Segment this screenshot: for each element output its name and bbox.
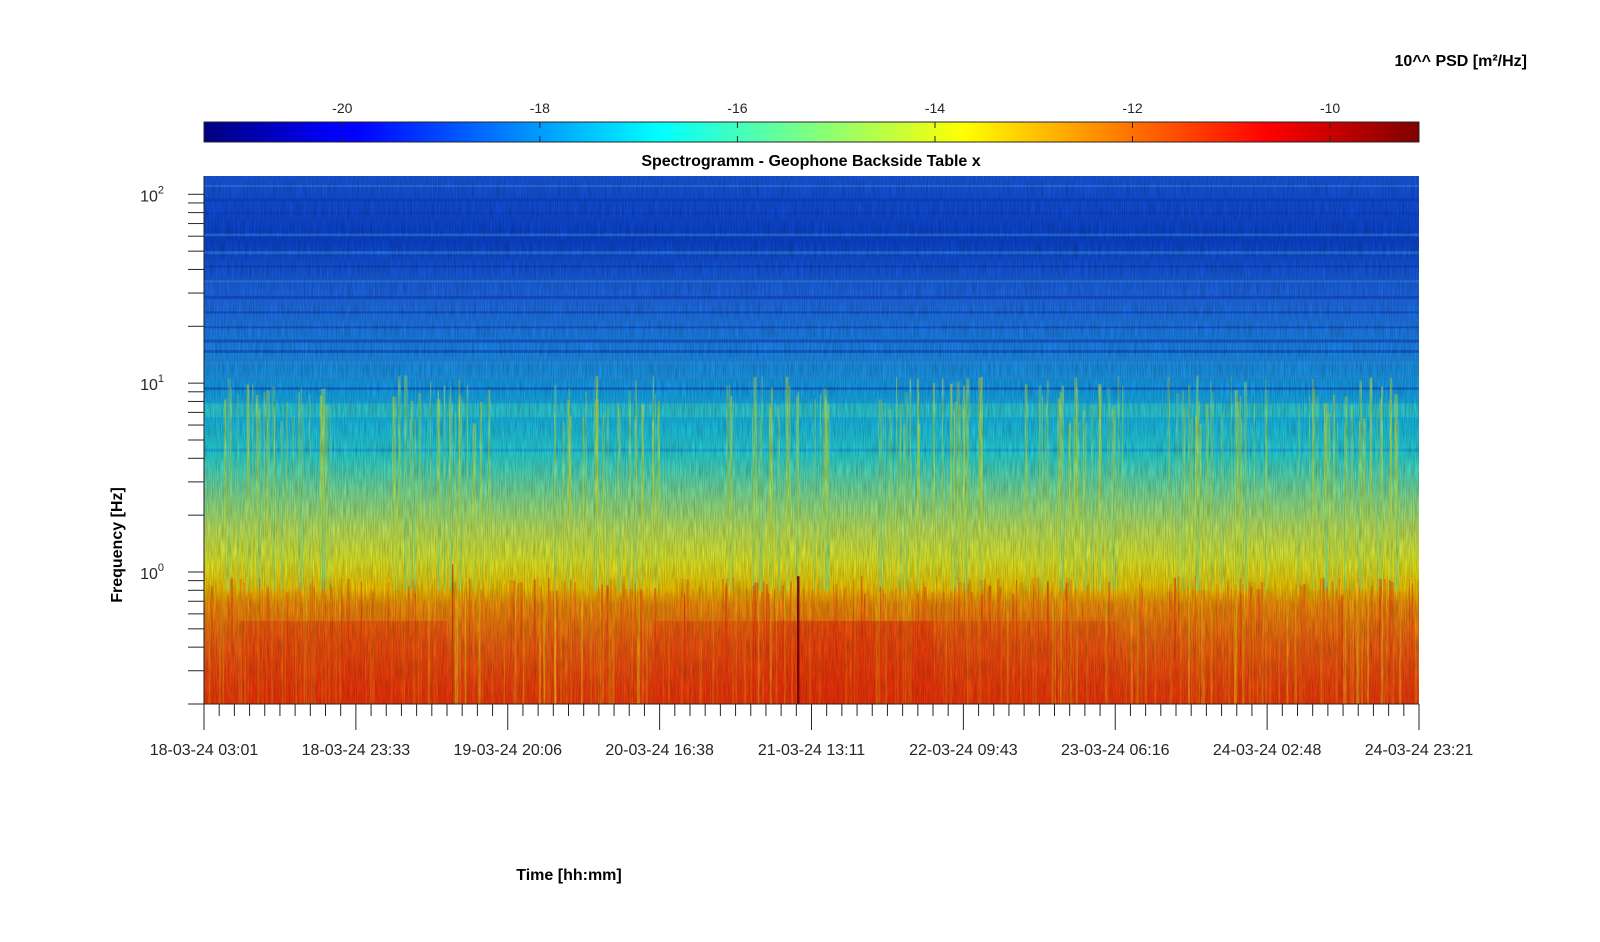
y-axis-ticks: 102 101 100 <box>140 184 204 705</box>
colorbar: 10^^ PSD [m²/Hz] -20 -18 -16 -14 -12 -10 <box>203 53 1527 143</box>
y-tick-label: 102 <box>140 184 164 205</box>
x-tick-label: 18-03-24 03:01 <box>150 742 259 759</box>
x-tick-label: 24-03-24 23:21 <box>1365 742 1474 759</box>
colorbar-tick-label: -12 <box>1122 100 1142 116</box>
x-axis-label: Time [hh:mm] <box>516 867 621 884</box>
spectrogram-heatmap <box>204 176 1419 704</box>
colorbar-ticks: -20 -18 -16 -14 -12 -10 <box>332 100 1340 142</box>
colorbar-tick-label: -20 <box>332 100 352 116</box>
x-tick-label: 19-03-24 20:06 <box>453 742 562 759</box>
x-axis: 18-03-24 03:01 18-03-24 23:33 19-03-24 20:… <box>150 703 1474 759</box>
x-tick-label: 22-03-24 09:43 <box>909 742 1018 759</box>
x-tick-label: 18-03-24 23:33 <box>302 742 411 759</box>
x-tick-label: 24-03-24 02:48 <box>1213 742 1322 759</box>
colorbar-label: 10^^ PSD [m²/Hz] <box>1395 53 1527 70</box>
y-tick-label: 100 <box>140 562 164 583</box>
chart-title: Spectrogramm - Geophone Backside Table x <box>641 153 980 170</box>
x-tick-label: 20-03-24 16:38 <box>605 742 714 759</box>
x-axis-ticks: 18-03-24 03:01 18-03-24 23:33 19-03-24 20:… <box>150 704 1474 759</box>
colorbar-tick-label: -10 <box>1320 100 1340 116</box>
colorbar-tick-label: -16 <box>727 100 747 116</box>
x-tick-label: 21-03-24 13:11 <box>758 742 865 759</box>
y-axis: 102 101 100 <box>140 176 205 705</box>
y-axis-label: Frequency [Hz] <box>109 487 126 603</box>
spectrogram-grain <box>204 176 1419 704</box>
colorbar-gradient <box>203 121 1420 143</box>
x-tick-label: 23-03-24 06:16 <box>1061 742 1170 759</box>
y-tick-label: 101 <box>140 373 164 394</box>
colorbar-tick-label: -18 <box>530 100 550 116</box>
colorbar-tick-label: -14 <box>925 100 945 116</box>
